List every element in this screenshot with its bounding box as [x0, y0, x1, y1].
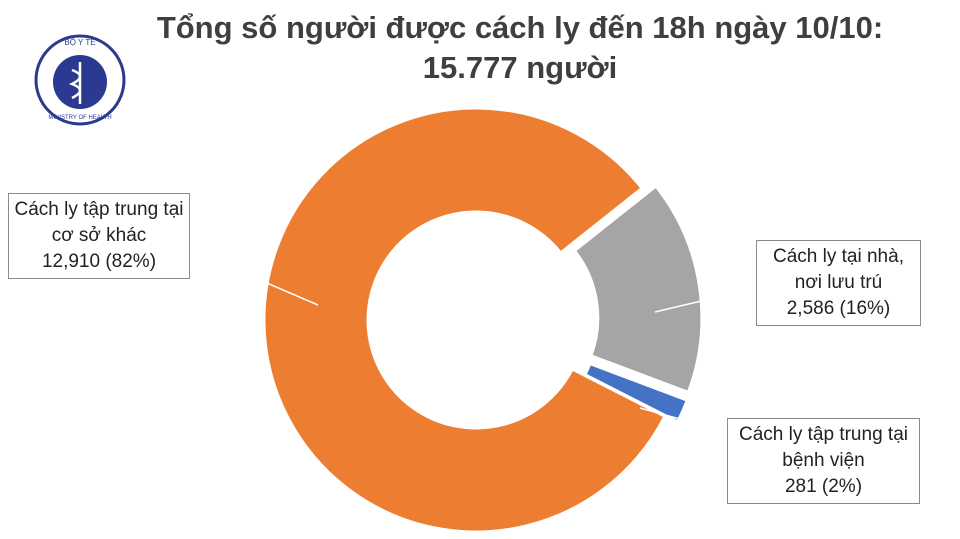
donut-slice — [583, 361, 690, 424]
leader-line — [639, 407, 728, 433]
leader-line — [654, 287, 757, 313]
category-label: Cách ly tập trung tại bệnh viện — [739, 424, 908, 471]
value-label: 281 (2%) — [784, 476, 863, 497]
value-label: 12,910 (82%) — [41, 251, 157, 272]
value-label: 2,586 (16%) — [786, 298, 891, 319]
data-label-box: Cách ly tại nhà, nơi lưu trú 2,586 (16%) — [756, 240, 921, 326]
donut-slice — [572, 183, 704, 395]
category-label: Cách ly tập trung tại cơ sở khác — [14, 199, 184, 246]
donut-slice — [262, 106, 667, 534]
logo-emblem — [68, 62, 82, 104]
data-label-box: Cách ly tập trung tại cơ sở khác 12,910 (… — [8, 193, 190, 279]
leader-line — [189, 249, 319, 306]
logo-top: BỘ Y TẾ — [64, 37, 95, 47]
category-label: Cách ly tại nhà, nơi lưu trú — [773, 246, 904, 293]
logo: BỘ Y TẾ MINISTRY OF HEALTH — [34, 34, 126, 126]
data-label-box: Cách ly tập trung tại bệnh viện 281 (2%) — [727, 418, 920, 504]
chart-title: Tổng số người được cách ly đến 18h ngày … — [156, 10, 884, 85]
logo-bottom: MINISTRY OF HEALTH — [48, 115, 111, 121]
